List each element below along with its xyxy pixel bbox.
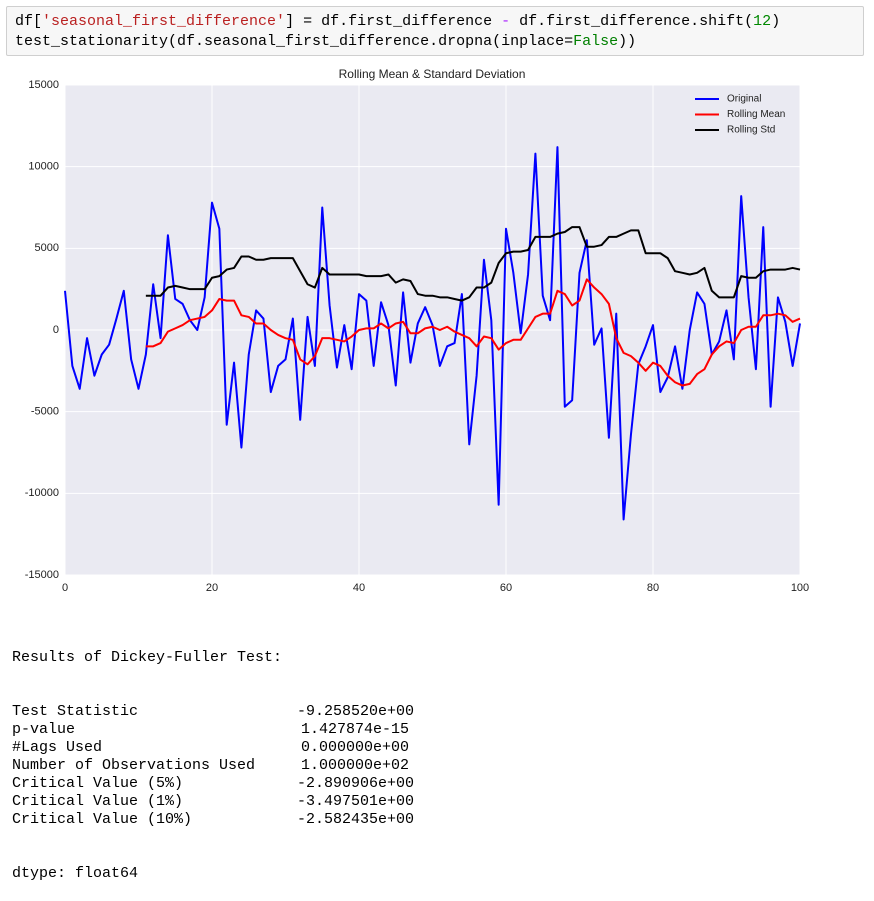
code-token: )) — [618, 33, 637, 50]
output-title: Results of Dickey-Fuller Test: — [12, 649, 283, 666]
x-tick-label: 100 — [791, 582, 809, 594]
output-row: Test Statistic -9.258520e+00 — [12, 703, 415, 721]
output-label: #Lags Used — [12, 739, 103, 756]
y-tick-label: 0 — [53, 324, 59, 336]
code-token: df[ — [15, 13, 43, 30]
output-row: Critical Value (5%) -2.890906e+00 — [12, 775, 415, 793]
code-line: test_stationarity(df.seasonal_first_diff… — [15, 32, 855, 52]
output-value: 1.427874e-15 — [300, 721, 409, 738]
output-label: Test Statistic — [12, 703, 139, 720]
code-token: df.first_difference.shift( — [510, 13, 754, 30]
code-token: 'seasonal_first_difference' — [42, 13, 286, 30]
code-token: - — [501, 13, 511, 30]
legend-label: Rolling Std — [727, 125, 775, 136]
x-tick-label: 60 — [500, 582, 512, 594]
output-value: -3.497501e+00 — [297, 793, 415, 810]
output-row: Critical Value (10%) -2.582435e+00 — [12, 811, 415, 829]
output-row: #Lags Used 0.000000e+00 — [12, 739, 409, 757]
x-tick-label: 20 — [206, 582, 218, 594]
code-token: 12 — [753, 13, 772, 30]
output-row: Critical Value (1%) -3.497501e+00 — [12, 793, 415, 811]
output-label: Critical Value (10%) — [12, 811, 193, 828]
output-value: -2.582435e+00 — [297, 811, 415, 828]
series-line — [64, 146, 801, 521]
y-tick-label: 5000 — [35, 242, 59, 254]
output-value: -9.258520e+00 — [297, 703, 415, 720]
output-value: 0.000000e+00 — [300, 739, 409, 756]
x-tick-label: 0 — [62, 582, 68, 594]
y-tick-label: 10000 — [28, 161, 59, 173]
series-line — [145, 278, 801, 387]
series-line — [145, 226, 801, 302]
chart: Rolling Mean & Standard Deviation -15000… — [25, 67, 809, 594]
legend-label: Rolling Mean — [727, 109, 785, 120]
y-tick-label: -10000 — [25, 487, 59, 499]
notebook: df['seasonal_first_difference'] = df.fir… — [6, 6, 864, 882]
output-label: Critical Value (1%) — [12, 793, 184, 810]
code-cell[interactable]: df['seasonal_first_difference'] = df.fir… — [6, 6, 864, 56]
output-row: Number of Observations Used 1.000000e+02 — [12, 757, 409, 775]
chart-title: Rolling Mean & Standard Deviation — [339, 67, 526, 81]
output-table: Test Statistic -9.258520e+00 p-value 1.4278… — [12, 703, 415, 829]
x-tick-label: 40 — [353, 582, 365, 594]
code-token: ) — [771, 13, 781, 30]
code-token: ] = df.first_difference — [285, 13, 502, 30]
output-footer: dtype: float64 — [12, 865, 139, 882]
y-tick-label: -15000 — [25, 569, 59, 581]
code-token: False — [573, 33, 619, 50]
output-label: Critical Value (5%) — [12, 775, 184, 792]
output-label: Number of Observations Used — [12, 757, 256, 774]
y-tick-label: 15000 — [28, 79, 59, 91]
output: Results of Dickey-Fuller Test: Test Stat… — [12, 613, 415, 901]
code-token: test_stationarity(df.seasonal_first_diff… — [15, 33, 574, 50]
x-tick-label: 80 — [647, 582, 659, 594]
code-line: df['seasonal_first_difference'] = df.fir… — [15, 12, 855, 32]
output-value: 1.000000e+02 — [300, 757, 409, 774]
output-label: p-value — [12, 721, 76, 738]
output-row: p-value 1.427874e-15 — [12, 721, 409, 739]
y-tick-label: -5000 — [31, 406, 59, 418]
output-value: -2.890906e+00 — [297, 775, 415, 792]
legend-label: Original — [727, 94, 761, 105]
